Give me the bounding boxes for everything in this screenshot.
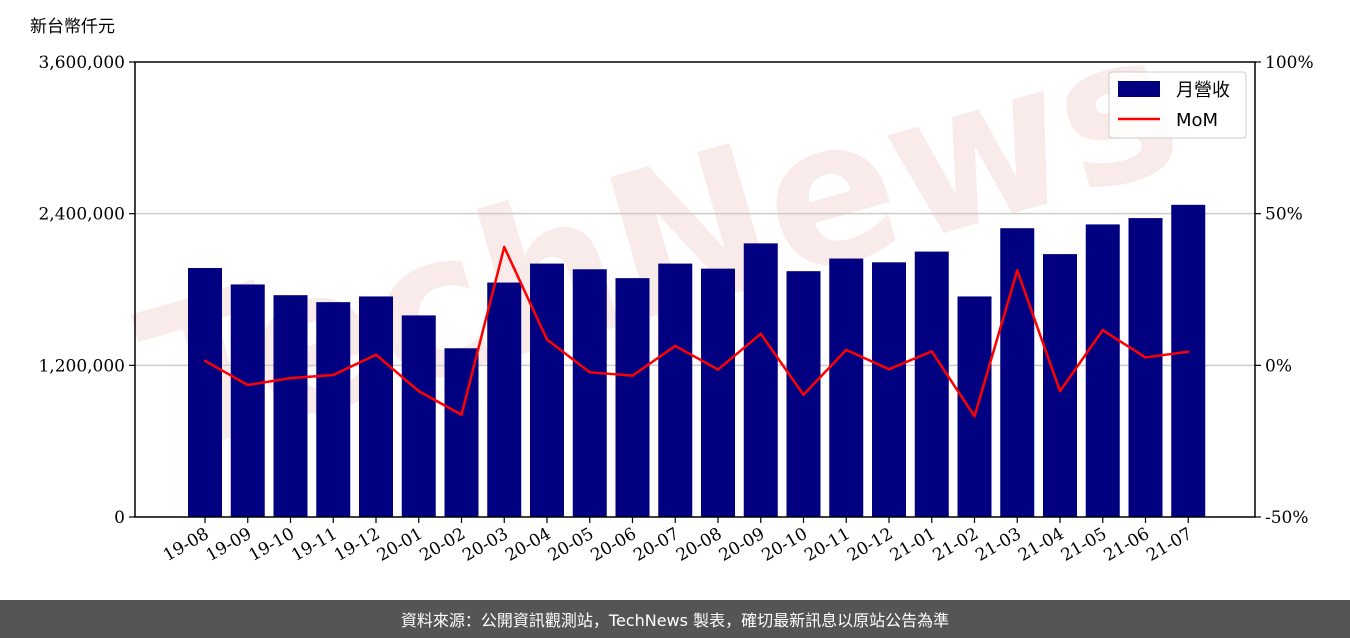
mom-point-20-08 [716,368,720,371]
y-left-tick-label: 2,400,000 [38,205,125,225]
line-series [203,245,1190,418]
y-right-tick-label: 100% [1265,53,1314,73]
y-unit-label: 新台幣仟元 [30,17,115,37]
mom-point-21-02 [973,415,976,418]
revenue-chart: 新台幣仟元 0 1,200,000 2,400,000 3,600,000 -50% 0… [30,17,1314,566]
mom-point-20-05 [588,371,591,374]
x-tick-label: 21-04 [1015,524,1067,566]
x-tick-label: 19-08 [160,524,212,566]
mom-point-20-10 [802,393,805,396]
mom-point-21-03 [1016,269,1019,272]
x-tick-label: 20-04 [502,524,554,566]
footer-source: 資料來源：公開資訊觀測站，TechNews 製表，確切最新訊息以原站公告為準 [0,600,1350,638]
x-tick-label: 20-11 [801,524,853,566]
bar-20-06 [615,278,650,517]
mom-point-20-11 [845,348,848,352]
x-tick-label: 20-08 [673,524,725,566]
bar-20-11 [829,258,864,517]
bar-20-08 [701,268,735,517]
x-tick-label: 19-12 [331,524,383,566]
mom-point-20-02 [460,413,463,416]
x-tick-label: 21-01 [887,524,939,566]
mom-point-20-07 [674,344,677,348]
bar-20-12 [872,262,906,517]
bar-19-08 [188,268,222,517]
mom-line [204,245,1189,418]
x-tick-label: 20-10 [759,524,811,566]
mom-point-19-12 [374,353,378,356]
mom-point-20-06 [631,374,634,377]
x-tick-label: 21-06 [1101,524,1153,566]
bar-20-04 [530,263,564,517]
bar-21-03 [1000,228,1035,517]
bar-20-03 [487,282,522,517]
bar-20-02 [444,348,479,517]
bar-20-05 [572,269,607,517]
mom-point-20-12 [887,368,891,371]
x-tick-label: 21-02 [930,524,982,566]
mom-point-19-10 [289,376,292,380]
bar-21-05 [1085,224,1120,517]
bar-19-11 [316,302,351,517]
x-tick-label: 21-05 [1058,524,1110,566]
legend-swatch-bar [1118,81,1160,97]
bar-21-02 [957,296,992,517]
bar-21-06 [1128,218,1163,517]
y-right-tick-label: -50% [1265,508,1309,528]
x-tick-label: 20-01 [374,524,426,566]
x-tick-label: 20-06 [588,524,640,566]
mom-point-21-07 [1187,350,1190,353]
x-tick-label: 19-09 [203,524,255,566]
x-tick-label: 20-03 [459,524,511,566]
bar-19-09 [230,284,265,517]
bar-20-07 [658,263,693,517]
x-tick-label: 20-05 [545,524,597,566]
y-right-tick-label: 50% [1265,205,1303,225]
x-tick-label: 20-12 [844,524,896,566]
mom-point-21-06 [1144,356,1147,359]
x-axis: 19-0819-0919-1019-1119-1220-0120-0220-03… [160,517,1196,566]
mom-point-19-08 [203,359,207,362]
mom-point-20-04 [545,338,549,341]
y-axis-right: -50% 0% 50% 100% [1255,53,1314,528]
x-tick-label: 20-07 [630,524,682,566]
x-tick-label: 21-07 [1143,524,1195,566]
y-left-tick-label: 3,600,000 [38,53,125,73]
x-tick-label: 19-10 [246,524,298,566]
bar-series [188,204,1206,518]
bar-21-07 [1171,204,1206,517]
y-left-tick-label: 0 [114,508,125,528]
legend-label-mom: MoM [1176,110,1218,131]
bar-21-01 [914,251,949,518]
mom-point-21-04 [1058,389,1062,393]
mom-point-21-01 [930,350,933,353]
bar-19-12 [359,296,393,517]
x-tick-label: 20-02 [417,524,469,566]
bar-19-10 [273,295,308,517]
x-tick-label: 20-09 [716,524,768,566]
y-axis-left: 0 1,200,000 2,400,000 3,600,000 [38,53,135,528]
bar-21-04 [1043,254,1077,517]
x-tick-label: 21-03 [972,524,1024,566]
mom-point-20-03 [503,245,506,249]
x-tick-label: 19-11 [288,524,340,566]
bar-20-09 [743,243,778,518]
mom-point-19-11 [332,373,335,377]
mom-point-20-01 [417,389,420,393]
mom-point-19-09 [246,383,249,387]
plot-frame [134,61,1256,518]
legend: 月營收 MoM [1108,71,1247,139]
legend-label-revenue: 月營收 [1176,80,1230,101]
y-right-tick-label: 0% [1265,356,1292,376]
bar-20-01 [401,315,436,517]
y-left-tick-label: 1,200,000 [38,356,125,376]
mom-point-20-09 [759,332,762,335]
mom-point-21-05 [1101,328,1104,332]
